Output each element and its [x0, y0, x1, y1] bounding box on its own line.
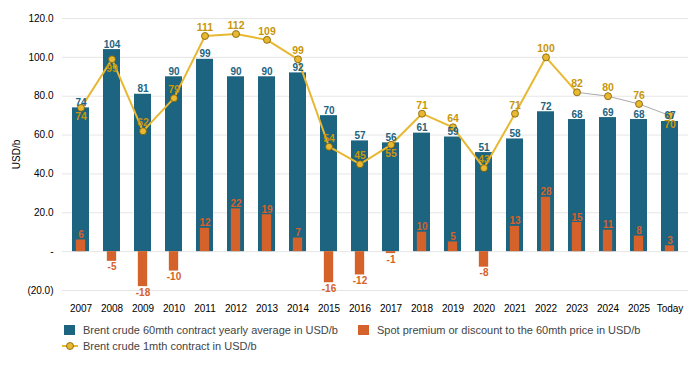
- svg-text:28: 28: [540, 186, 552, 197]
- svg-text:64: 64: [447, 112, 459, 124]
- svg-text:92: 92: [292, 62, 304, 73]
- svg-text:99: 99: [292, 44, 304, 56]
- svg-text:2013: 2013: [256, 303, 279, 314]
- svg-text:70: 70: [323, 105, 335, 116]
- svg-text:2018: 2018: [411, 303, 434, 314]
- svg-text:68: 68: [571, 109, 583, 120]
- svg-text:58: 58: [509, 128, 521, 139]
- svg-text:81: 81: [137, 83, 149, 94]
- svg-text:40.0: 40.0: [34, 168, 54, 179]
- svg-text:-16: -16: [322, 283, 337, 294]
- svg-text:90: 90: [168, 66, 180, 77]
- svg-text:80: 80: [602, 81, 614, 93]
- svg-text:15: 15: [571, 212, 583, 223]
- svg-text:90: 90: [230, 66, 242, 77]
- svg-text:2011: 2011: [194, 303, 216, 314]
- svg-text:-5: -5: [108, 261, 117, 272]
- svg-text:109: 109: [258, 25, 276, 37]
- html-text:Brent crude 1mth contract in U: Brent crude 1mth contract in USD/b: [83, 340, 257, 352]
- svg-text:2015: 2015: [318, 303, 341, 314]
- svg-text:13: 13: [509, 215, 521, 226]
- svg-text:54: 54: [323, 132, 335, 144]
- svg-text:2014: 2014: [287, 303, 310, 314]
- svg-text:8: 8: [636, 225, 642, 236]
- svg-text:10: 10: [416, 221, 428, 232]
- svg-text:11: 11: [603, 219, 614, 230]
- svg-text:74: 74: [75, 97, 87, 108]
- svg-text:99: 99: [106, 62, 118, 74]
- svg-text:99: 99: [199, 48, 211, 59]
- svg-text:70: 70: [664, 118, 676, 130]
- svg-text:2010: 2010: [163, 303, 186, 314]
- svg-text:5: 5: [450, 231, 456, 242]
- svg-text:2024: 2024: [597, 303, 620, 314]
- svg-text:60.0: 60.0: [34, 129, 54, 140]
- svg-text:100.0: 100.0: [28, 52, 53, 63]
- svg-text:-12: -12: [353, 275, 368, 286]
- svg-text:2019: 2019: [442, 303, 465, 314]
- svg-text:80.0: 80.0: [34, 90, 54, 101]
- svg-text:22: 22: [230, 198, 242, 209]
- svg-text:112: 112: [228, 19, 245, 31]
- svg-text:76: 76: [633, 89, 645, 101]
- svg-text:-8: -8: [480, 267, 489, 278]
- html-text:Brent crude 60mth contract yea: Brent crude 60mth contract yearly averag…: [83, 324, 338, 336]
- svg-text:19: 19: [261, 204, 273, 215]
- svg-text:2020: 2020: [473, 303, 496, 314]
- svg-text:90: 90: [261, 66, 273, 77]
- svg-text:2017: 2017: [380, 303, 403, 314]
- svg-text:2025: 2025: [628, 303, 651, 314]
- svg-text:45: 45: [354, 149, 366, 161]
- svg-text:51: 51: [478, 142, 490, 153]
- svg-text:12: 12: [199, 217, 211, 228]
- svg-text:56: 56: [385, 132, 397, 143]
- svg-text:68: 68: [633, 109, 645, 120]
- svg-text:57: 57: [354, 130, 366, 141]
- svg-text:74: 74: [75, 110, 87, 122]
- svg-text:Today: Today: [657, 303, 684, 314]
- html-text:Spot premium or discount to th: Spot premium or discount to the 60mth pr…: [377, 324, 641, 336]
- svg-text:111: 111: [197, 21, 214, 33]
- svg-text:61: 61: [416, 122, 428, 133]
- svg-text:62: 62: [137, 116, 149, 128]
- svg-text:2016: 2016: [349, 303, 372, 314]
- svg-text:72: 72: [540, 101, 552, 112]
- svg-text:-1: -1: [387, 254, 396, 265]
- svg-text:6: 6: [78, 229, 84, 240]
- svg-text:-: -: [50, 246, 53, 257]
- svg-text:100: 100: [537, 42, 555, 54]
- svg-text:(20.0): (20.0): [27, 285, 53, 296]
- svg-text:2021: 2021: [504, 303, 527, 314]
- svg-text:2009: 2009: [132, 303, 155, 314]
- svg-text:55: 55: [385, 147, 397, 159]
- svg-text:7: 7: [295, 227, 301, 238]
- svg-text:59: 59: [447, 126, 459, 137]
- svg-text:-18: -18: [136, 287, 151, 298]
- svg-text:2022: 2022: [535, 303, 558, 314]
- svg-text:71: 71: [416, 99, 428, 111]
- svg-text:71: 71: [509, 99, 521, 111]
- svg-text:2008: 2008: [101, 303, 124, 314]
- svg-text:79: 79: [168, 83, 180, 95]
- svg-text:120.0: 120.0: [28, 13, 53, 24]
- svg-text:2007: 2007: [70, 303, 93, 314]
- svg-text:82: 82: [571, 77, 583, 89]
- svg-text:104: 104: [104, 39, 121, 50]
- svg-text:69: 69: [602, 107, 614, 118]
- svg-text:67: 67: [664, 110, 676, 122]
- svg-text:2023: 2023: [566, 303, 589, 314]
- svg-text:20.0: 20.0: [34, 207, 54, 218]
- svg-text:3: 3: [667, 235, 673, 246]
- svg-text:2012: 2012: [225, 303, 248, 314]
- svg-text:USD/b: USD/b: [11, 139, 22, 169]
- svg-text:-10: -10: [167, 271, 182, 282]
- svg-text:43: 43: [478, 153, 490, 165]
